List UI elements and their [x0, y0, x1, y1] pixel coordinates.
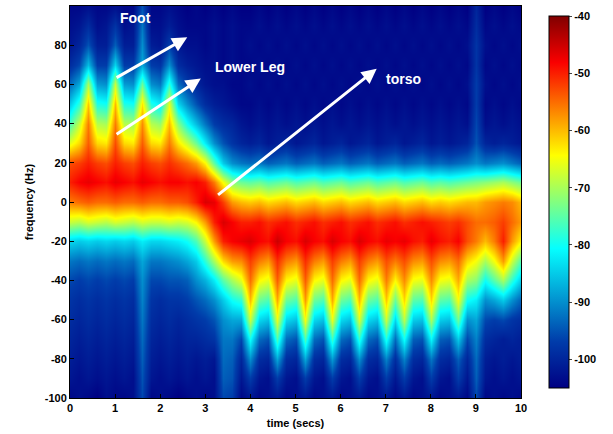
svg-text:-100: -100: [45, 392, 67, 404]
svg-text:-40: -40: [51, 274, 67, 286]
svg-text:Lower Leg: Lower Leg: [215, 59, 285, 75]
svg-text:Foot: Foot: [120, 10, 151, 26]
svg-text:0: 0: [61, 196, 67, 208]
svg-text:-60: -60: [51, 313, 67, 325]
svg-text:60: 60: [55, 78, 67, 90]
svg-text:8: 8: [428, 402, 434, 414]
svg-text:time (secs): time (secs): [267, 417, 325, 429]
svg-text:frequency (Hz): frequency (Hz): [23, 163, 35, 240]
svg-text:7: 7: [383, 402, 389, 414]
svg-text:-50: -50: [574, 67, 590, 79]
svg-text:-60: -60: [574, 124, 590, 136]
svg-text:-40: -40: [574, 10, 590, 22]
svg-text:9: 9: [473, 402, 479, 414]
svg-text:-80: -80: [51, 353, 67, 365]
svg-text:5: 5: [292, 402, 298, 414]
svg-text:80: 80: [55, 39, 67, 51]
svg-text:20: 20: [55, 157, 67, 169]
svg-text:1: 1: [112, 402, 118, 414]
svg-text:3: 3: [202, 402, 208, 414]
svg-text:-70: -70: [574, 182, 590, 194]
svg-text:-80: -80: [574, 239, 590, 251]
svg-text:2: 2: [157, 402, 163, 414]
svg-text:4: 4: [247, 402, 254, 414]
svg-text:torso: torso: [386, 71, 421, 87]
svg-text:0: 0: [67, 402, 73, 414]
svg-text:-90: -90: [574, 296, 590, 308]
svg-text:40: 40: [55, 117, 67, 129]
svg-text:10: 10: [515, 402, 527, 414]
svg-text:-20: -20: [51, 235, 67, 247]
svg-text:-100: -100: [574, 353, 596, 365]
svg-text:6: 6: [338, 402, 344, 414]
